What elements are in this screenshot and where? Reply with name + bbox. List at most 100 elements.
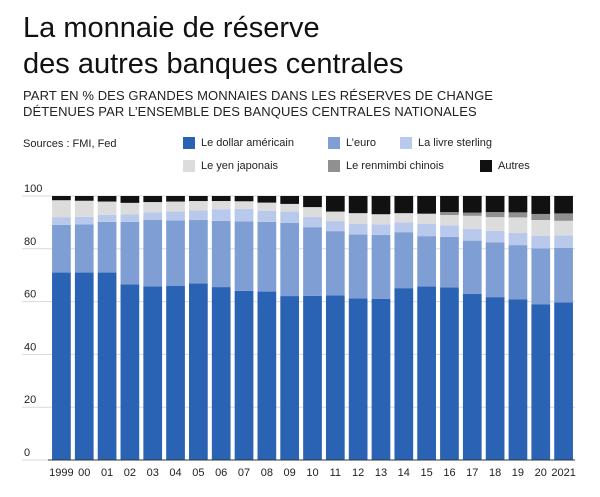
bar-segment-2 bbox=[508, 232, 528, 246]
chart-subtitle: PART EN % DES GRANDES MONNAIES DANS LES … bbox=[23, 88, 583, 120]
bar-segment-0 bbox=[120, 284, 140, 460]
x-tick-label: 08 bbox=[261, 467, 273, 479]
bar-segment-5 bbox=[143, 196, 163, 203]
bar-segment-2 bbox=[234, 208, 254, 222]
bar-segment-1 bbox=[371, 234, 391, 299]
bar-segment-5 bbox=[485, 196, 505, 213]
bar-segment-3 bbox=[97, 201, 117, 215]
bar-segment-0 bbox=[211, 287, 231, 460]
bar-segment-5 bbox=[417, 196, 436, 214]
legend-label-sterling: La livre sterling bbox=[418, 137, 492, 149]
y-tick-label: 60 bbox=[24, 289, 36, 301]
bar-segment-4 bbox=[485, 212, 505, 218]
bar-segment-3 bbox=[52, 200, 71, 218]
bar-segment-0 bbox=[440, 287, 459, 460]
x-tick-label: 06 bbox=[215, 467, 227, 479]
bar-segment-1 bbox=[531, 248, 551, 305]
bar-segment-5 bbox=[440, 196, 459, 213]
legend-swatch-sterling bbox=[400, 137, 412, 149]
bar-segment-3 bbox=[166, 201, 185, 212]
bar-segment-2 bbox=[74, 216, 94, 225]
bar-segment-1 bbox=[348, 234, 368, 299]
bar-segment-2 bbox=[189, 210, 208, 221]
bar-segment-2 bbox=[257, 210, 277, 222]
bar-segment-5 bbox=[303, 196, 322, 208]
bar-segment-4 bbox=[462, 212, 482, 216]
bar-segment-1 bbox=[485, 242, 505, 298]
bar-segment-5 bbox=[97, 196, 117, 202]
bar-segment-2 bbox=[166, 211, 185, 221]
bar-segment-1 bbox=[462, 240, 482, 294]
bar-segment-5 bbox=[531, 196, 551, 214]
bar-segment-2 bbox=[303, 216, 322, 228]
bar-segment-3 bbox=[440, 215, 459, 226]
bar-segment-3 bbox=[485, 217, 505, 231]
bar-segment-1 bbox=[303, 227, 322, 296]
x-tick-label: 07 bbox=[238, 467, 250, 479]
bar-segment-1 bbox=[394, 232, 414, 289]
y-tick-label: 80 bbox=[24, 236, 36, 248]
bar-segment-3 bbox=[417, 213, 436, 224]
bar-segment-5 bbox=[348, 196, 368, 214]
bar-segment-3 bbox=[325, 211, 345, 222]
bar-segment-2 bbox=[554, 235, 573, 249]
bar-segment-1 bbox=[325, 231, 345, 296]
sources-note: Sources : FMI, Fed bbox=[23, 138, 117, 150]
bar-segment-1 bbox=[508, 245, 528, 300]
bar-segment-1 bbox=[257, 221, 277, 292]
subtitle-line-1: PART EN % DES GRANDES MONNAIES DANS LES … bbox=[23, 88, 494, 103]
legend-label-autres: Autres bbox=[498, 160, 530, 172]
bar-segment-1 bbox=[166, 220, 185, 287]
bar-segment-1 bbox=[211, 220, 231, 288]
bar-segment-2 bbox=[462, 228, 482, 241]
x-tick-label: 03 bbox=[147, 467, 159, 479]
bar-segment-2 bbox=[371, 224, 391, 235]
bar-segment-0 bbox=[234, 290, 254, 460]
x-tick-label: 17 bbox=[466, 467, 478, 479]
legend-item-renminbi: Le renmimbi chinois bbox=[328, 160, 444, 172]
bar-segment-0 bbox=[531, 304, 551, 460]
bar-segment-0 bbox=[52, 272, 71, 460]
bar-segment-3 bbox=[462, 215, 482, 229]
bar-segment-4 bbox=[531, 213, 551, 221]
bar-segment-2 bbox=[120, 214, 140, 222]
x-tick-label: 05 bbox=[192, 467, 204, 479]
title-line-1: La monnaie de réserve bbox=[23, 12, 320, 44]
bar-segment-1 bbox=[554, 248, 573, 303]
bar-segment-3 bbox=[371, 214, 391, 225]
legend-item-euro: L’euro bbox=[328, 137, 376, 149]
bar-segment-3 bbox=[257, 202, 277, 211]
bar-segment-5 bbox=[371, 196, 391, 215]
bar-segment-4 bbox=[554, 213, 573, 221]
bar-segment-5 bbox=[280, 196, 300, 204]
bar-segment-1 bbox=[417, 236, 436, 287]
x-tick-label: 15 bbox=[421, 467, 433, 479]
x-tick-label: 12 bbox=[352, 467, 364, 479]
y-tick-label: 100 bbox=[24, 183, 42, 195]
legend-swatch-renminbi bbox=[328, 160, 340, 172]
bar-segment-1 bbox=[440, 236, 459, 288]
bar-segment-5 bbox=[211, 196, 231, 202]
bar-segment-3 bbox=[211, 201, 231, 210]
subtitle-line-2: DÉTENUES PAR L’ENSEMBLE DES BANQUES CENT… bbox=[23, 104, 477, 119]
x-tick-label: 19 bbox=[512, 467, 524, 479]
bar-segment-1 bbox=[280, 222, 300, 297]
bar-segment-0 bbox=[189, 283, 208, 460]
bar-segment-0 bbox=[97, 272, 117, 460]
bar-segment-1 bbox=[143, 219, 163, 287]
bar-segment-3 bbox=[280, 203, 300, 212]
bar-segment-5 bbox=[508, 196, 528, 213]
bar-segment-3 bbox=[143, 202, 163, 213]
bar-segment-2 bbox=[394, 222, 414, 233]
bar-segment-0 bbox=[394, 288, 414, 460]
bar-segment-3 bbox=[189, 201, 208, 211]
bar-segment-3 bbox=[531, 220, 551, 236]
x-tick-label: 20 bbox=[535, 467, 547, 479]
legend-label-dollar: Le dollar américain bbox=[201, 137, 294, 149]
y-tick-label: 20 bbox=[24, 394, 36, 406]
bar-segment-5 bbox=[462, 196, 482, 213]
bar-segment-0 bbox=[280, 296, 300, 460]
bar-segment-0 bbox=[74, 272, 94, 460]
bar-segment-2 bbox=[211, 209, 231, 221]
